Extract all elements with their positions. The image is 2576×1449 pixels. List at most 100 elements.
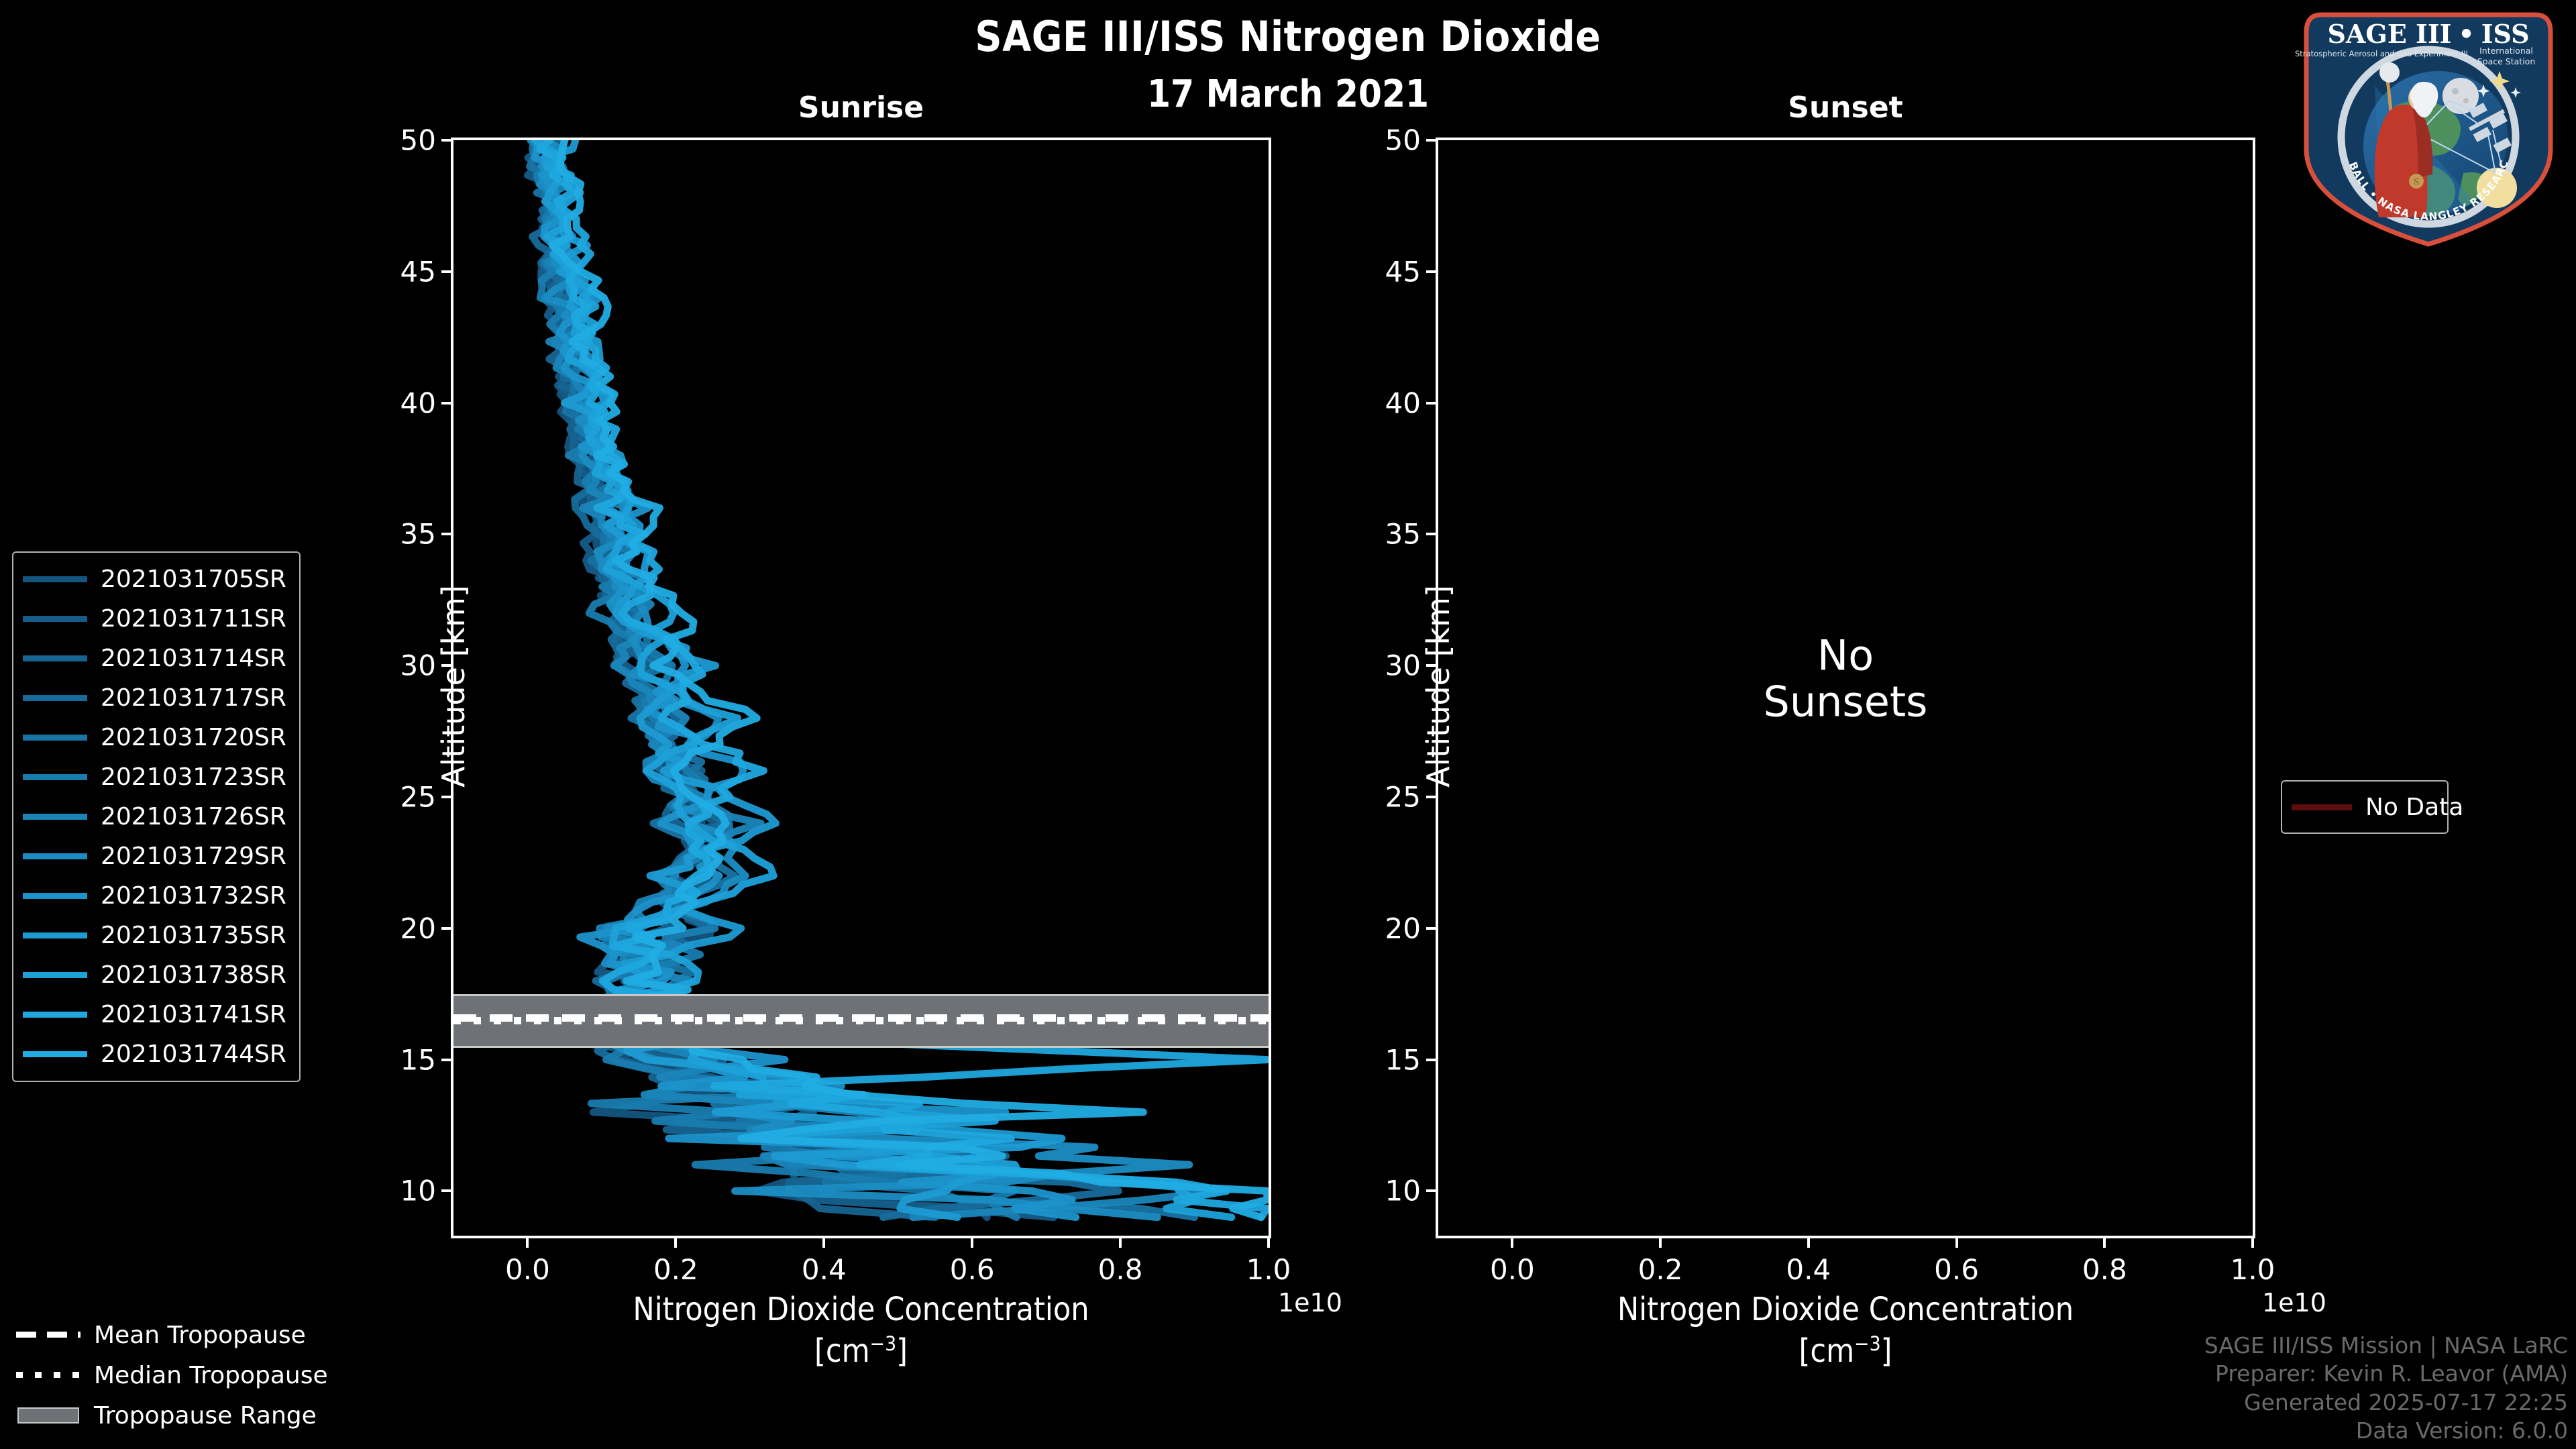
legend-item-label: 2021031726SR	[101, 803, 286, 830]
y-tick-label: 15	[400, 1043, 436, 1077]
legend-item-profile[interactable]: 2021031738SR	[23, 955, 290, 995]
y-tick-label: 40	[1385, 386, 1421, 420]
sunrise-x-axis-title-text: Nitrogen Dioxide Concentration	[633, 1291, 1089, 1328]
legend-item-label: 2021031714SR	[101, 645, 286, 672]
legend-item-label: 2021031738SR	[101, 961, 286, 989]
no-sunsets-line2: Sunsets	[1763, 677, 1928, 727]
y-tick-mark	[1426, 401, 1438, 405]
no-sunsets-line1: No	[1817, 631, 1874, 680]
logo-subtitle-right-2: Space Station	[2477, 56, 2536, 66]
x-tick-mark	[674, 1236, 678, 1248]
y-tick-label: 45	[1385, 255, 1421, 288]
legend-item-tropopause: Median Tropopause	[16, 1355, 328, 1395]
sunrise-x-axis-title: Nitrogen Dioxide Concentration [cm−3]	[633, 1291, 1089, 1370]
legend-item-label: 2021031717SR	[101, 684, 286, 712]
x-tick-mark	[1659, 1236, 1662, 1248]
x-tick-label: 0.6	[1934, 1253, 1979, 1286]
legend-item-profile[interactable]: 2021031714SR	[23, 639, 290, 678]
sunrise-y-axis-title: Altitude [km]	[435, 584, 472, 788]
x-tick-mark	[526, 1236, 529, 1248]
y-tick-label: 50	[1385, 123, 1421, 157]
x-tick-label: 1.0	[2230, 1253, 2275, 1286]
sunrise-profiles-svg	[524, 140, 1269, 1222]
legend-item-profile[interactable]: 2021031744SR	[23, 1034, 290, 1074]
legend-item-profile[interactable]: 2021031732SR	[23, 876, 290, 916]
legend-item-profile[interactable]: 2021031735SR	[23, 916, 290, 955]
legend-item-tropopause: Tropopause Range	[16, 1395, 328, 1436]
sunset-plot-axes[interactable]: No Sunsets 50 45 40 35 30 25 20 15 10 0.0 0.2 0.4 0…	[1385, 124, 2326, 1371]
legend-item-no-data[interactable]: No Data	[2292, 788, 2463, 826]
legend-item-label: 2021031711SR	[101, 605, 286, 633]
legend-color-swatch	[23, 1051, 87, 1057]
sunset-x-axis-title-text: Nitrogen Dioxide Concentration	[1617, 1291, 2074, 1328]
y-tick-mark	[1426, 1058, 1438, 1061]
x-tick-mark	[1511, 1236, 1514, 1248]
legend-style-mark	[16, 1372, 80, 1378]
y-tick-mark	[441, 270, 453, 273]
y-tick-mark	[441, 1189, 453, 1193]
legend-item-tropopause: Mean Tropopause	[16, 1315, 328, 1355]
y-tick-mark	[1426, 664, 1438, 667]
legend-item-profile[interactable]: 2021031711SR	[23, 599, 290, 639]
legend-color-swatch	[23, 853, 87, 859]
legend-item-profile[interactable]: 2021031717SR	[23, 678, 290, 718]
y-tick-label: 25	[400, 780, 436, 814]
logo-subtitle-right-1: International	[2479, 46, 2533, 56]
footer-line-version: Data Version: 6.0.0	[2355, 1417, 2568, 1444]
x-tick-label: 0.8	[2082, 1253, 2127, 1286]
legend-item-label: Tropopause Range	[94, 1401, 317, 1430]
svg-text:S: S	[2414, 177, 2419, 186]
sunset-y-axis-title: Altitude [km]	[1420, 584, 1456, 788]
legend-color-swatch	[23, 814, 87, 820]
y-tick-label: 35	[1385, 517, 1421, 551]
y-tick-mark	[1426, 926, 1438, 930]
no-data-legend[interactable]: No Data	[2281, 780, 2463, 834]
date-subtitle: 17 March 2021	[1146, 72, 1430, 116]
legend-item-label: 2021031744SR	[101, 1040, 286, 1068]
legend-item-profile[interactable]: 2021031720SR	[23, 718, 290, 757]
legend-item-profile[interactable]: 2021031705SR	[23, 559, 290, 599]
y-tick-label: 50	[400, 123, 436, 157]
y-tick-label: 35	[400, 517, 436, 551]
x-tick-label: 1.0	[1246, 1253, 1291, 1286]
legend-color-swatch	[23, 655, 87, 661]
y-tick-label: 10	[1385, 1174, 1421, 1208]
sunrise-plot-axes[interactable]: 50 45 40 35 30 25 20 15 10 0.0 0.2 0.4 0.6 0.8 1.0 Al…	[400, 124, 1342, 1371]
y-tick-mark	[441, 401, 453, 405]
footer-line-generated: Generated 2025-07-17 22:25	[2244, 1389, 2568, 1415]
y-tick-label: 30	[1385, 649, 1421, 682]
page-title: SAGE III/ISS Nitrogen Dioxide	[975, 12, 1601, 61]
legend-color-swatch	[23, 695, 87, 701]
legend-item-profile[interactable]: 2021031741SR	[23, 995, 290, 1034]
y-tick-label: 30	[400, 649, 436, 682]
legend-item-profile[interactable]: 2021031729SR	[23, 837, 290, 876]
y-tick-label: 10	[400, 1174, 436, 1208]
legend-item-profile[interactable]: 2021031723SR	[23, 757, 290, 797]
x-tick-label: 0.6	[949, 1253, 995, 1286]
y-tick-mark	[441, 796, 453, 799]
legend-item-profile[interactable]: 2021031726SR	[23, 797, 290, 837]
legend-color-swatch	[23, 1012, 87, 1018]
x-tick-mark	[1119, 1236, 1122, 1248]
sunrise-x-axis-offset-exponent: 1e10	[1278, 1288, 1342, 1318]
legend-item-label: 2021031723SR	[101, 763, 286, 791]
x-tick-label: 0.8	[1097, 1253, 1143, 1286]
y-tick-label: 15	[1385, 1043, 1421, 1077]
x-tick-label: 0.2	[1638, 1253, 1683, 1286]
x-tick-label: 0.0	[505, 1253, 550, 1286]
y-tick-mark	[441, 533, 453, 536]
x-tick-mark	[971, 1236, 974, 1248]
legend-color-swatch	[23, 893, 87, 899]
tropopause-legend: Mean Tropopause Median Tropopause Tropopau…	[7, 1308, 337, 1442]
x-tick-label: 0.4	[1786, 1253, 1831, 1286]
legend-color-swatch	[23, 774, 87, 780]
profile-legend[interactable]: 2021031705SR 2021031711SR 2021031714SR 2021…	[12, 551, 301, 1082]
legend-item-label: 2021031735SR	[101, 922, 286, 949]
y-tick-mark	[441, 1058, 453, 1061]
legend-style-mark	[17, 1407, 79, 1424]
footer-line-mission: SAGE III/ISS Mission | NASA LaRC	[2204, 1332, 2568, 1359]
y-tick-mark	[1426, 270, 1438, 273]
legend-item-label: 2021031705SR	[101, 566, 286, 593]
legend-item-label: Median Tropopause	[94, 1361, 328, 1389]
x-tick-label: 0.4	[801, 1253, 847, 1286]
